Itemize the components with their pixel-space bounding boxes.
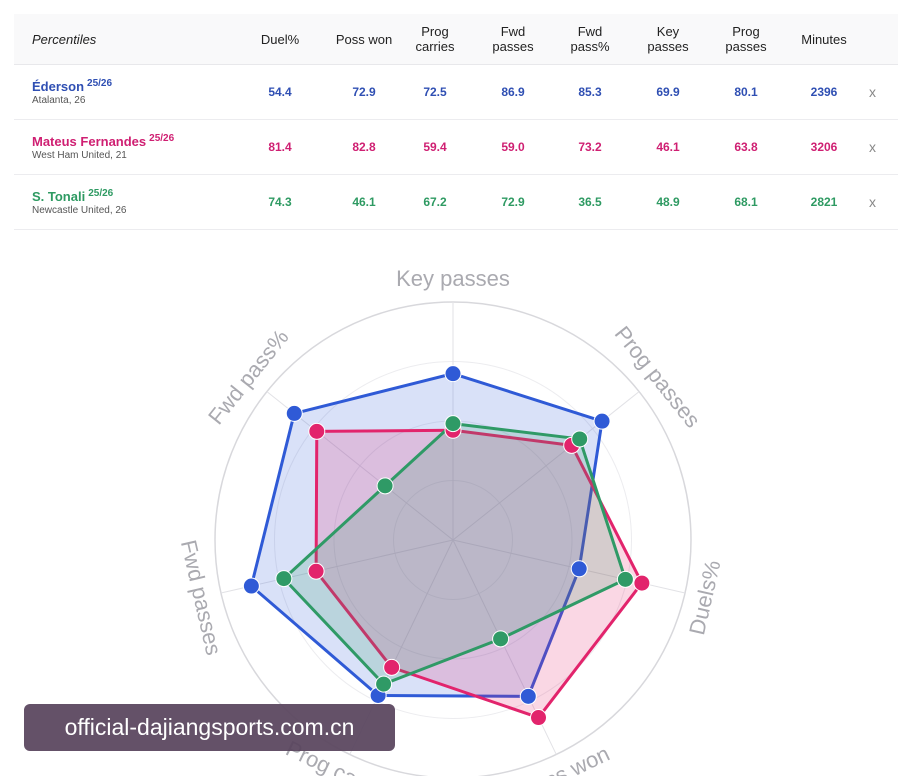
watermark: official-dajiangsports.com.cn (24, 704, 395, 751)
radar-point-2-1 (571, 430, 589, 448)
table-cell: 72.9 (501, 195, 525, 209)
header-col-3-line: Fwd (500, 24, 526, 39)
radar-point-0-6 (285, 404, 303, 422)
table-cell: 2396 (810, 85, 838, 99)
radar-axis-label: Fwd passes (176, 538, 227, 658)
header-col-3-line: passes (492, 39, 534, 54)
table-cell: 46.1 (352, 195, 376, 209)
radar-point-1-4 (383, 658, 401, 676)
header-percentiles: Percentiles (32, 31, 97, 47)
radar-axis-label: Poss won (517, 741, 614, 776)
player-club: Atalanta, 26 (32, 95, 86, 106)
table-cell: 82.8 (352, 140, 376, 154)
table-row: S. Tonali 25/26 Newcastle United, 26 74.3 46… (14, 175, 898, 230)
table-cell: 36.5 (578, 195, 602, 209)
radar-point-2-2 (616, 570, 634, 588)
player-season: 25/26 (88, 188, 114, 199)
remove-player-button[interactable]: x (869, 139, 876, 155)
header-col-5[interactable]: Key passes (632, 14, 704, 64)
radar-axis-label: Key passes (396, 266, 510, 291)
player-name[interactable]: S. Tonali 25/26 (32, 188, 114, 204)
radar-point-0-0 (444, 365, 462, 383)
player-club: Newcastle United, 26 (32, 205, 127, 216)
radar-point-1-2 (633, 574, 651, 592)
header-col-0[interactable]: Duel% (244, 14, 316, 64)
player-name-text: S. Tonali (32, 189, 86, 204)
header-col-2[interactable]: Prog carries (399, 14, 471, 64)
radar-axis-label: Prog passes (610, 321, 706, 432)
radar-point-1-3 (530, 709, 548, 727)
radar-point-0-3 (519, 687, 537, 705)
radar-point-2-4 (375, 675, 393, 693)
table-header: Percentiles Duel% Poss won Prog carries Fwd p… (14, 14, 898, 65)
header-col-7[interactable]: Minutes (788, 14, 860, 64)
table-cell: 3206 (810, 140, 838, 154)
remove-player-button[interactable]: x (869, 194, 876, 210)
radar-series-1 (314, 428, 644, 720)
player-season: 25/26 (87, 78, 113, 89)
radar-point-2-3 (492, 630, 510, 648)
header-col-1[interactable]: Poss won (328, 14, 400, 64)
player-season: 25/26 (149, 133, 175, 144)
header-col-6-line: passes (725, 39, 767, 54)
header-col-7-line: Minutes (801, 31, 847, 47)
table-row: Éderson 25/26 Atalanta, 26 54.4 72.9 72.5 86.9… (14, 65, 898, 120)
player-name-text: Mateus Fernandes (32, 134, 147, 149)
table-cell: 63.8 (734, 140, 758, 154)
header-col-6[interactable]: Prog passes (710, 14, 782, 64)
table-cell: 86.9 (501, 85, 525, 99)
remove-player-button[interactable]: x (869, 84, 876, 100)
table-cell: 67.2 (423, 195, 447, 209)
table-cell: 46.1 (656, 140, 680, 154)
header-col-5-line: Key (656, 24, 680, 39)
table-cell: 72.5 (423, 85, 447, 99)
radar-point-2-6 (376, 477, 394, 495)
table-cell: 59.0 (501, 140, 525, 154)
radar-point-1-6 (308, 422, 326, 440)
table-cell: 54.4 (268, 85, 292, 99)
table-cell: 85.3 (578, 85, 602, 99)
radar-point-1-5 (307, 562, 325, 580)
player-club: West Ham United, 21 (32, 150, 127, 161)
table-cell: 73.2 (578, 140, 602, 154)
watermark-text: official-dajiangsports.com.cn (64, 714, 355, 740)
header-col-4-line: pass% (570, 39, 610, 54)
table-cell: 2821 (810, 195, 838, 209)
radar-point-2-5 (275, 570, 293, 588)
header-col-1-line: Poss won (335, 31, 393, 47)
table-cell: 59.4 (423, 140, 447, 154)
radar-series-0 (249, 372, 604, 698)
radar-point-0-2 (570, 560, 588, 578)
player-name[interactable]: Éderson 25/26 (32, 78, 113, 94)
percentiles-table: Percentiles Duel% Poss won Prog carries Fwd p… (14, 14, 898, 230)
header-col-3[interactable]: Fwd passes (477, 14, 549, 64)
radar-point-2-0 (444, 415, 462, 433)
radar-series-2 (282, 422, 627, 686)
table-cell: 81.4 (268, 140, 292, 154)
table-row: Mateus Fernandes 25/26 West Ham United, 21… (14, 120, 898, 175)
header-col-2-line: Prog (421, 24, 449, 39)
table-cell: 48.9 (656, 195, 680, 209)
player-name[interactable]: Mateus Fernandes 25/26 (32, 133, 175, 149)
table-cell: 80.1 (734, 85, 758, 99)
header-col-4[interactable]: Fwd pass% (554, 14, 626, 64)
header-col-5-line: passes (647, 39, 689, 54)
table-cell: 72.9 (352, 85, 376, 99)
radar-point-0-5 (242, 577, 260, 595)
header-col-4-line: Fwd (577, 24, 603, 39)
radar-axis-label: Duels% (684, 558, 725, 637)
table-cell: 68.1 (734, 195, 758, 209)
radar-point-0-1 (593, 412, 611, 430)
table-cell: 74.3 (268, 195, 292, 209)
player-name-text: Éderson (32, 79, 85, 94)
table-cell: 69.9 (656, 85, 680, 99)
header-col-6-line: Prog (732, 24, 760, 39)
header-col-2-line: carries (415, 39, 455, 54)
header-col-0-line: Duel% (260, 31, 300, 47)
